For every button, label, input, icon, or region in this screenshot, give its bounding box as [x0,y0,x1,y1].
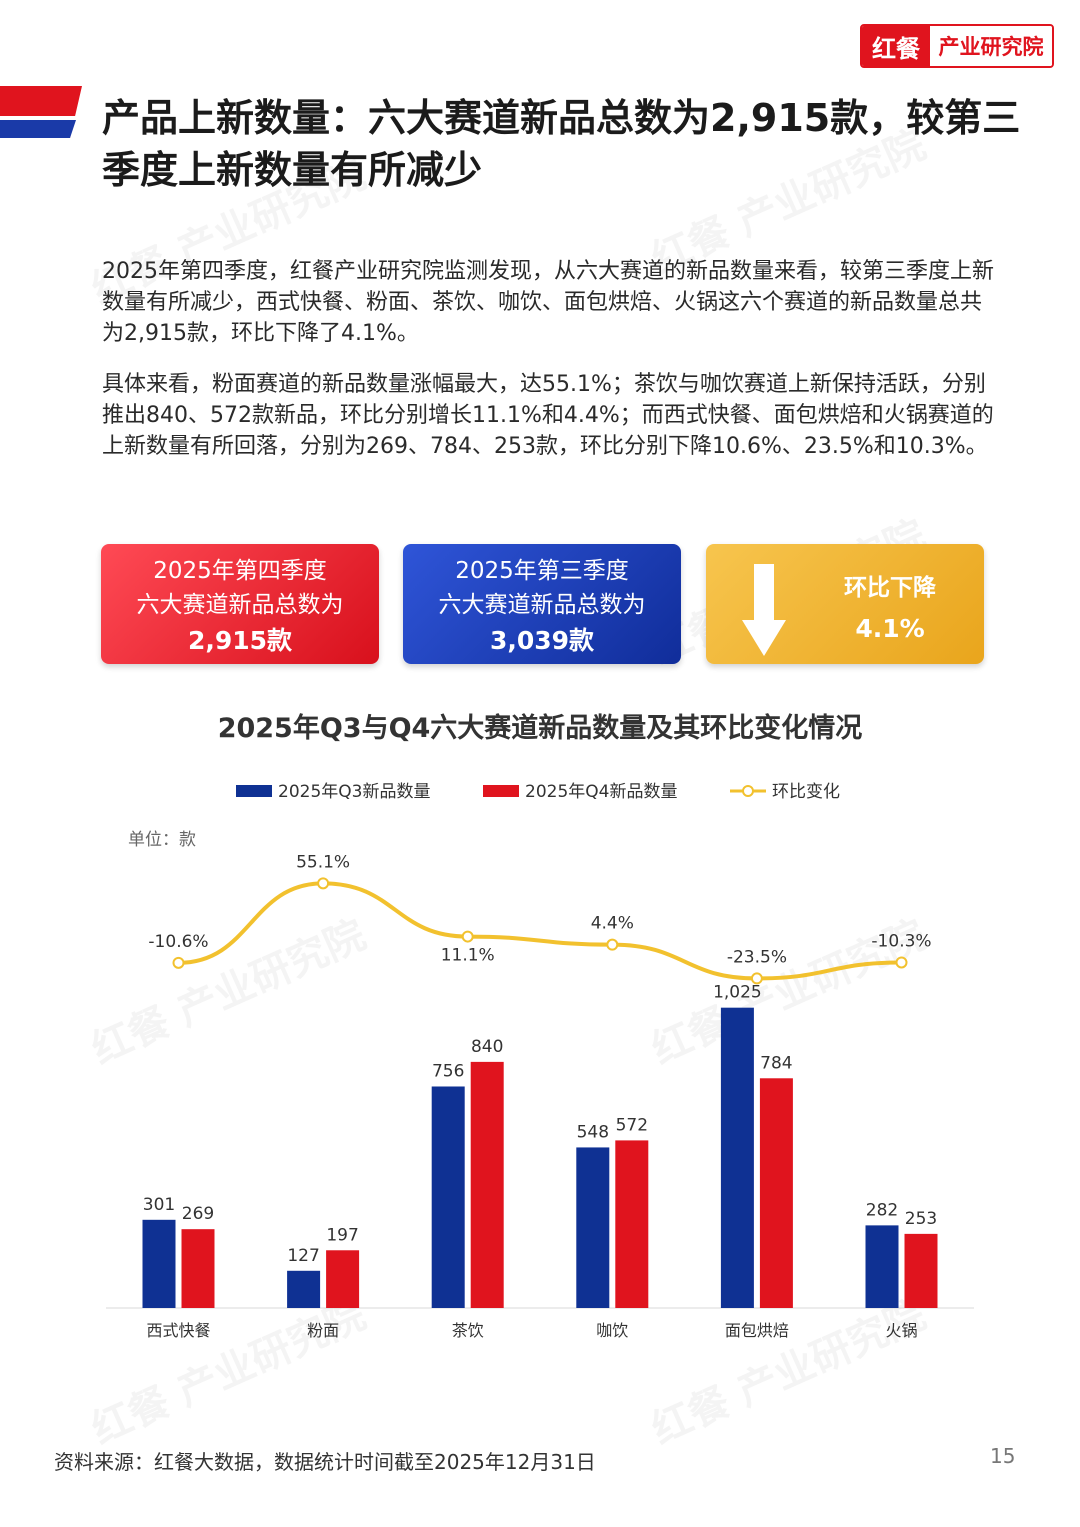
bar-label-q3-4: 548 [577,1122,609,1142]
kpi-q3-value: 3,039款 [489,626,595,655]
kpi-change-label: 环比下降 [844,575,936,601]
legend-label-1: 2025年Q3新品数量 [278,782,430,802]
line-point-2 [317,877,330,890]
chart-title: 2025年Q3与Q4六大赛道新品数量及其环比变化情况 [217,713,863,744]
kpi-card-change: 环比下降 4.1% [706,544,984,664]
kpi-change-value: 4.1% [855,614,925,643]
title-accent-icon [0,86,82,138]
line-point-1 [172,956,185,969]
kpi-q4-line1: 2025年第四季度 [153,558,327,584]
bar-label-q3-1: 301 [143,1195,175,1215]
line-point-6 [895,956,908,969]
bar-q3-4 [576,1147,610,1308]
bar-q4-5 [759,1078,793,1308]
bar-q4-1 [181,1229,215,1308]
unit-label: 单位：款 [128,830,196,850]
body-paragraph-1: 2025年第四季度，红餐产业研究院监测发现，从六大赛道的新品数量来看，较第三季度… [102,259,994,346]
page-title: 产品上新数量：六大赛道新品总数为2,915款，较第三季度上新数量有所减少 [102,96,1021,192]
mom-change-line [178,881,902,981]
bar-label-q4-3: 840 [471,1037,503,1057]
line-label-1: -10.6% [148,932,208,952]
bar-q3-3 [431,1086,465,1308]
bar-q4-3 [470,1061,504,1308]
logo-institute-text: 产业研究院 [930,26,1052,66]
line-label-3: 11.1% [441,946,495,966]
bar-label-q4-1: 269 [182,1204,214,1224]
bar-label-q3-3: 756 [432,1061,464,1081]
kpi-card-q3: 2025年第三季度 六大赛道新品总数为 3,039款 [403,544,681,664]
legend-swatch-2 [483,785,519,797]
body-paragraph-2: 具体来看，粉面赛道的新品数量涨幅最大，达55.1%；茶饮与咖饮赛道上新保持活跃，… [102,372,994,459]
x-tick-label-5: 面包烘焙 [725,1321,789,1340]
bar-q4-6 [904,1233,938,1308]
bar-label-q3-6: 282 [866,1200,898,1220]
bar-q3-5 [720,1007,754,1308]
bar-q3-1 [142,1219,176,1308]
bar-label-q4-4: 572 [616,1115,648,1135]
bar-label-q4-2: 197 [326,1225,358,1245]
bar-q3-6 [865,1225,899,1308]
arrow-down-icon [742,564,786,656]
line-label-4: 4.4% [591,914,634,934]
legend-swatch-1 [236,785,272,797]
bar-label-q4-6: 253 [905,1209,937,1229]
bar-label-q4-5: 784 [760,1053,792,1073]
legend-label-2: 2025年Q4新品数量 [525,782,677,802]
line-point-4 [606,938,619,951]
x-tick-label-6: 火锅 [885,1321,917,1340]
kpi-q4-value: 2,915款 [187,626,293,655]
line-point-3 [461,930,474,943]
line-point-5 [750,972,763,985]
legend-label-3: 环比变化 [772,782,840,802]
x-tick-label-3: 茶饮 [452,1321,484,1340]
brand-logo: 红餐 产业研究院 [860,24,1054,68]
line-label-2: 55.1% [296,852,350,872]
kpi-q3-line1: 2025年第三季度 [455,558,629,584]
bar-label-q3-5: 1,025 [713,983,762,1003]
legend-line-marker [742,785,754,797]
bar-label-q3-2: 127 [287,1246,319,1266]
bar-q4-4 [615,1140,649,1308]
x-tick-label-4: 咖饮 [596,1321,628,1340]
kpi-q4-line2: 六大赛道新品总数为 [136,592,344,618]
source-note: 资料来源：红餐大数据，数据统计时间截至2025年12月31日 [54,1450,596,1474]
page-number: 15 [990,1444,1016,1468]
bar-q4-2 [326,1250,360,1308]
logo-brand-text: 红餐 [862,26,930,66]
line-label-6: -10.3% [871,931,931,951]
x-tick-label-2: 粉面 [307,1321,339,1340]
kpi-q3-line2: 六大赛道新品总数为 [438,592,646,618]
line-label-5: -23.5% [727,947,787,967]
kpi-card-q4: 2025年第四季度 六大赛道新品总数为 2,915款 [101,544,379,664]
x-tick-label-1: 西式快餐 [146,1321,210,1340]
bar-q3-2 [287,1270,321,1308]
